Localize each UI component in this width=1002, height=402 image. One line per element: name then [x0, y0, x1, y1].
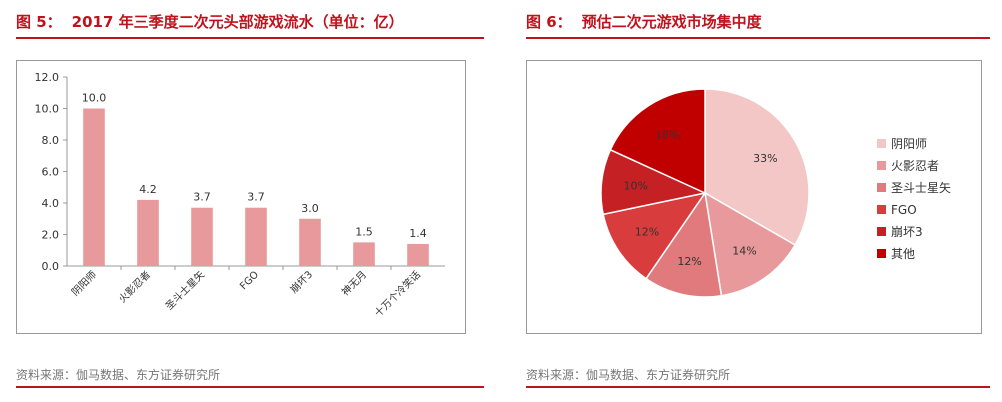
x-category-label: 崩坏3: [287, 268, 315, 296]
y-tick-label: 10.0: [35, 103, 60, 116]
legend-label: 圣斗士星矢: [891, 181, 952, 195]
figure-6-panel: 图 6： 预估二次元游戏市场集中度 33% 14% 12% 12% 10% 18% 阴阳师火…: [518, 0, 1002, 402]
y-tick-label: 8.0: [42, 134, 60, 147]
figure-6-source: 资料来源：伽马数据、东方证券研究所: [526, 368, 731, 382]
figure-6-title-text: 预估二次元游戏市场集中度: [581, 13, 762, 31]
y-tick-label: 6.0: [42, 166, 60, 179]
pie-slice: [609, 88, 706, 195]
legend-swatch: [877, 205, 886, 214]
y-tick-label: 12.0: [35, 71, 60, 84]
x-category-label: 阴阳师: [69, 268, 99, 298]
legend-swatch: [877, 139, 886, 148]
bar-data-label: 4.2: [139, 183, 157, 196]
y-tick-label: 4.0: [42, 197, 60, 210]
figure-6-number: 图 6：: [526, 13, 572, 31]
x-category-label: FGO: [238, 269, 261, 292]
source-rule: [526, 386, 990, 388]
legend-label: 其他: [891, 247, 916, 261]
legend-label: 火影忍者: [891, 159, 940, 173]
bar: [83, 108, 105, 266]
figure-5-title-text: 2017 年三季度二次元头部游戏流水（单位：亿）: [71, 13, 404, 31]
figure-5-number: 图 5：: [16, 13, 62, 31]
x-category-label: 圣斗士星矢: [163, 268, 208, 313]
pie-chart: 33% 14% 12% 12% 10% 18%: [600, 88, 810, 298]
pie-data-label: 18%: [655, 128, 679, 141]
legend-label: 阴阳师: [891, 137, 928, 151]
pie-data-label: 12%: [635, 226, 659, 239]
figure-6-title: 图 6： 预估二次元游戏市场集中度: [526, 8, 762, 36]
pie-slice: [602, 191, 707, 280]
legend-swatch: [877, 249, 886, 258]
bar-data-label: 10.0: [82, 92, 107, 105]
bar-chart: 0.0 2.0 4.0 6.0 8.0 10.0 12.0 10.0 阴阳师 4.2 火影忍者 3.7…: [35, 71, 445, 320]
y-tick-label: 2.0: [42, 229, 60, 242]
pie-data-label: 14%: [732, 244, 756, 257]
legend-swatch: [877, 227, 886, 236]
bar-data-label: 1.5: [355, 225, 373, 238]
bar: [353, 242, 375, 266]
pie-slice: [644, 191, 723, 298]
bar-data-label: 3.7: [247, 191, 265, 204]
legend-swatch: [877, 161, 886, 170]
bar-data-label: 1.4: [409, 227, 427, 240]
title-rule: [16, 37, 484, 39]
bar: [137, 199, 159, 266]
y-tick-label: 0.0: [42, 260, 60, 273]
bar: [191, 207, 213, 266]
bar: [299, 218, 321, 266]
x-category-label: 神无月: [339, 268, 369, 298]
title-rule: [526, 37, 990, 39]
figure-5-title: 图 5： 2017 年三季度二次元头部游戏流水（单位：亿）: [16, 8, 404, 36]
pie-data-label: 12%: [677, 255, 701, 268]
pie-slice: [704, 191, 797, 297]
pie-data-label: 10%: [624, 179, 648, 192]
source-rule: [16, 386, 484, 388]
legend-label: FGO: [891, 203, 917, 217]
bar-data-label: 3.0: [301, 202, 319, 215]
pie-chart-box: 33% 14% 12% 12% 10% 18% 阴阳师火影忍者圣斗士星矢 FGO 崩坏3 其他: [526, 60, 982, 334]
bar: [245, 207, 267, 266]
pie-legend: 阴阳师火影忍者圣斗士星矢 FGO 崩坏3 其他: [877, 135, 977, 261]
legend-label: 崩坏3: [891, 225, 923, 239]
x-category-label: 火影忍者: [116, 269, 153, 306]
pie-data-label: 33%: [753, 152, 777, 165]
x-category-label: 十万个冷笑话: [372, 268, 424, 320]
bar: [407, 243, 429, 266]
pie-slice: [704, 88, 810, 247]
legend-swatch: [877, 183, 886, 192]
bar-data-label: 3.7: [193, 191, 211, 204]
figure-5-panel: 图 5： 2017 年三季度二次元头部游戏流水（单位：亿） 0.0 2.0 4.0 6.…: [0, 0, 500, 402]
figure-5-source: 资料来源：伽马数据、东方证券研究所: [16, 368, 221, 382]
bar-chart-box: 0.0 2.0 4.0 6.0 8.0 10.0 12.0 10.0 阴阳师 4.2 火影忍者 3.7…: [16, 60, 466, 334]
